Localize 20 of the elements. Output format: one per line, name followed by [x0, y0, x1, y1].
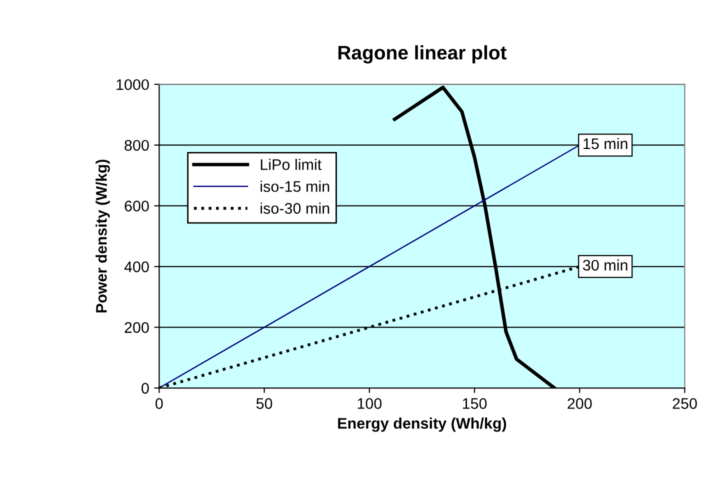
x-tick-label: 0 — [156, 398, 163, 409]
x-tick-label: 50 — [256, 398, 272, 409]
x-axis-title: Energy density (Wh/kg) — [338, 418, 506, 432]
x-tick-label: 200 — [568, 398, 592, 409]
y-tick-label: 400 — [124, 261, 149, 272]
y-axis-title: Power density (W/kg) — [96, 160, 110, 312]
chart-title: Ragone linear plot — [338, 45, 507, 64]
y-tick-label: 800 — [124, 140, 149, 151]
y-tick-label: 600 — [124, 200, 149, 212]
y-tick-label: 200 — [124, 322, 149, 333]
x-tick-label: 100 — [358, 398, 382, 409]
legend-label: iso-15 min — [260, 180, 330, 192]
legend-label: LiPo limit — [260, 158, 322, 170]
annotation: 15 min — [584, 138, 628, 150]
y-tick-label: 1000 — [116, 79, 149, 90]
legend-label: iso-30 min — [260, 202, 330, 214]
y-tick-label: 0 — [142, 382, 149, 394]
annotation: 30 min — [582, 259, 628, 271]
x-tick-label: 150 — [462, 398, 487, 409]
x-tick-label: 250 — [672, 398, 697, 409]
